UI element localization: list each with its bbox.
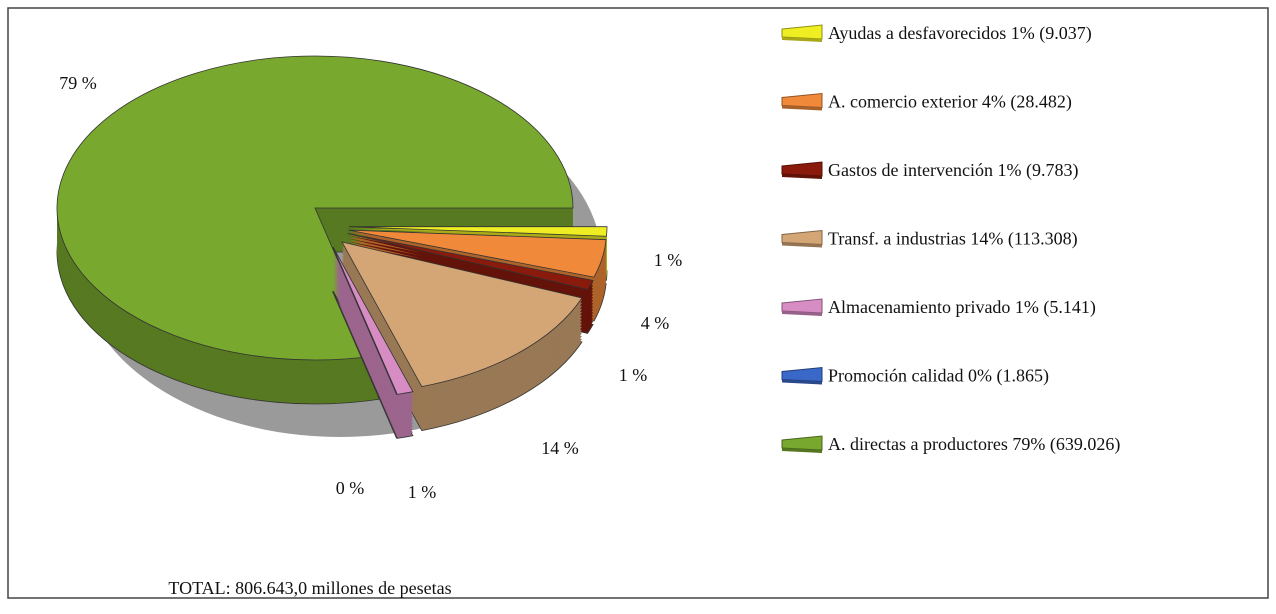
slice-side [332, 291, 397, 439]
slice-label: 14 % [541, 438, 579, 458]
legend-label: A. directas a productores 79% (639.026) [828, 434, 1120, 455]
slice [348, 226, 608, 237]
legend-label: Promoción calidad 0% (1.865) [828, 366, 1049, 387]
legend-swatch-side [782, 105, 822, 111]
legend-swatch-side [782, 448, 822, 453]
legend-label: Ayudas a desfavorecidos 1% (9.037) [828, 23, 1092, 44]
slice-side [347, 238, 594, 295]
slice [347, 233, 594, 290]
slice-side [332, 255, 397, 403]
slice-side [332, 273, 397, 421]
legend-label: Gastos de intervención 1% (9.783) [828, 160, 1078, 181]
slice-side [332, 276, 397, 424]
slice-side [332, 279, 397, 427]
legend-label: A. comercio exterior 4% (28.482) [828, 92, 1072, 113]
slice-side [332, 267, 397, 415]
slice-side [347, 235, 594, 292]
slice-side [332, 252, 397, 400]
slice-label: 4 % [641, 313, 670, 333]
slice-side [332, 285, 397, 433]
slice-label: 1 % [654, 250, 683, 270]
slice-side [332, 270, 397, 418]
slice-label: 0 % [336, 478, 365, 498]
slice-side [332, 288, 397, 436]
slice [348, 229, 607, 278]
legend-swatch-side [782, 37, 822, 42]
slice [56, 55, 574, 361]
slice [332, 246, 414, 395]
legend-swatch-side [782, 242, 822, 248]
legend-swatch-side [782, 311, 822, 316]
total-annotation: TOTAL: 806.643,0 millones de pesetas [168, 578, 451, 598]
legend-swatch-side [782, 174, 822, 179]
slice-side [332, 282, 397, 430]
legend-label: Almacenamiento privado 1% (5.141) [828, 297, 1096, 318]
legend-swatch-side [782, 379, 822, 385]
slice [341, 241, 583, 388]
slice-side [332, 249, 397, 397]
slice-label: 1 % [619, 365, 648, 385]
slice [332, 247, 397, 395]
slice-side [332, 261, 397, 409]
slice-side [332, 264, 397, 412]
slice-label: 1 % [408, 482, 437, 502]
slice-side [347, 241, 594, 298]
legend-label: Transf. a industrias 14% (113.308) [828, 229, 1078, 250]
slice-label: 79 % [59, 73, 97, 93]
slice-side [332, 258, 397, 406]
